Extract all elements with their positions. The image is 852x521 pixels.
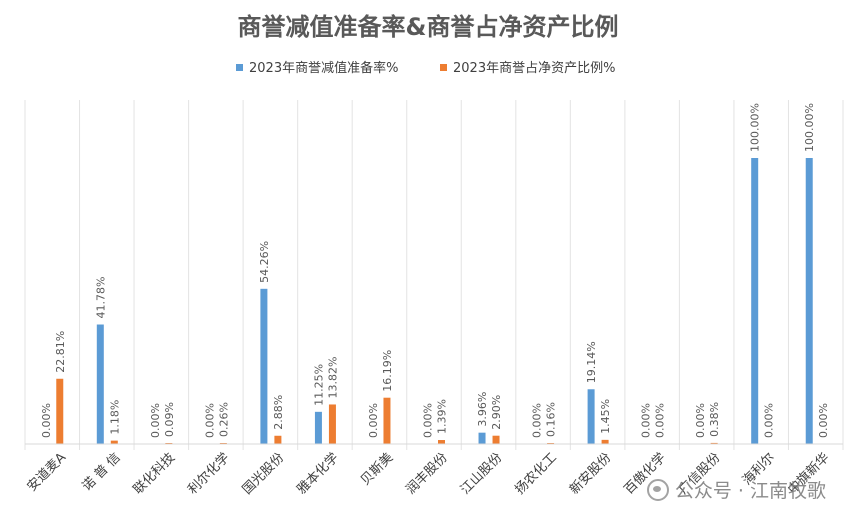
data-label: 2.88% (272, 395, 285, 430)
data-label: 0.00% (763, 403, 776, 438)
bar-goodwill-impairment (805, 158, 813, 444)
category-label: 雅本化学 (294, 450, 342, 498)
bar-goodwill-to-net-assets (492, 435, 500, 444)
category-label: 扬农化工 (513, 450, 560, 497)
data-label: 16.19% (381, 350, 394, 392)
bar-goodwill-to-net-assets (110, 440, 118, 444)
watermark: 公众号 · 江南牧歌 (646, 476, 826, 503)
data-label: 0.00% (531, 403, 544, 438)
bar-goodwill-to-net-assets (328, 404, 336, 444)
bar-goodwill-to-net-assets (710, 442, 718, 444)
data-label: 19.14% (585, 341, 598, 383)
wechat-icon (646, 478, 669, 501)
data-label: 0.38% (708, 402, 721, 437)
data-label: 22.81% (54, 331, 67, 373)
bar-goodwill-impairment (314, 411, 322, 444)
category-label: 新安股份 (566, 450, 614, 498)
legend-swatch-0 (236, 64, 243, 71)
data-label: 0.00% (817, 403, 830, 438)
data-label: 13.82% (326, 357, 339, 399)
bar-goodwill-impairment (478, 432, 486, 444)
category-label: 江山股份 (458, 450, 505, 497)
category-label: 国光股份 (240, 450, 287, 497)
data-label: 41.78% (94, 277, 107, 319)
bar-goodwill-impairment (96, 324, 104, 444)
data-label: 3.96% (476, 392, 489, 427)
data-label: 0.00% (694, 403, 707, 438)
data-labels: 0.00%41.78%0.00% 0.00%54.26%11.25%0.00% 0.… (40, 103, 830, 438)
category-label: 联化科技 (131, 450, 178, 497)
data-label: 54.26% (258, 241, 271, 283)
bar-goodwill-to-net-assets (274, 435, 282, 444)
bars (56, 158, 813, 444)
data-label: 0.16% (545, 402, 558, 437)
bar-goodwill-impairment (260, 288, 268, 444)
data-label: 0.00% (203, 403, 216, 438)
bar-goodwill-to-net-assets (383, 397, 391, 444)
bar-goodwill-to-net-assets (601, 439, 609, 444)
bar-goodwill-impairment (587, 389, 595, 444)
watermark-text: 公众号 · 江南牧歌 (674, 480, 826, 502)
data-label: 11.25% (312, 364, 325, 406)
data-label: 2.90% (490, 395, 503, 430)
data-label: 0.00% (422, 403, 435, 438)
legend-label-1: 2023年商誉占净资产比例% (453, 61, 615, 76)
data-label: 0.09% (163, 402, 176, 437)
legend-label-0: 2023年商誉减值准备率% (249, 60, 398, 76)
data-label: 1.18% (108, 400, 121, 435)
category-label: 安道麦A (25, 450, 70, 495)
category-label: 贝斯美 (358, 450, 396, 488)
bar-goodwill-impairment (751, 158, 759, 444)
legend-swatch-1 (440, 64, 447, 71)
category-label: 润丰股份 (403, 450, 450, 497)
category-separators (24, 100, 844, 450)
chart-title: 商誉减值准备率&商誉占净资产比例 (238, 13, 619, 41)
data-label: 0.26% (217, 402, 230, 437)
category-label: 利尔化学 (185, 450, 233, 498)
data-label: 0.00% (40, 403, 53, 438)
data-label: 1.39% (436, 399, 449, 434)
data-label: 100.00% (803, 103, 816, 152)
data-label: 0.00% (149, 403, 162, 438)
legend: 2023年商誉减值准备率% 2023年商誉占净资产比例% (236, 60, 615, 76)
bar-goodwill-to-net-assets (56, 378, 64, 444)
bar-goodwill-to-net-assets (438, 440, 445, 444)
data-label: 1.45% (599, 399, 612, 434)
data-label: 100.00% (749, 103, 762, 152)
category-label: 诺 普 信 (80, 450, 124, 494)
data-label: 0.00% (640, 403, 653, 438)
data-label: 0.00% (367, 403, 380, 438)
data-label: 0.00% (654, 403, 667, 438)
